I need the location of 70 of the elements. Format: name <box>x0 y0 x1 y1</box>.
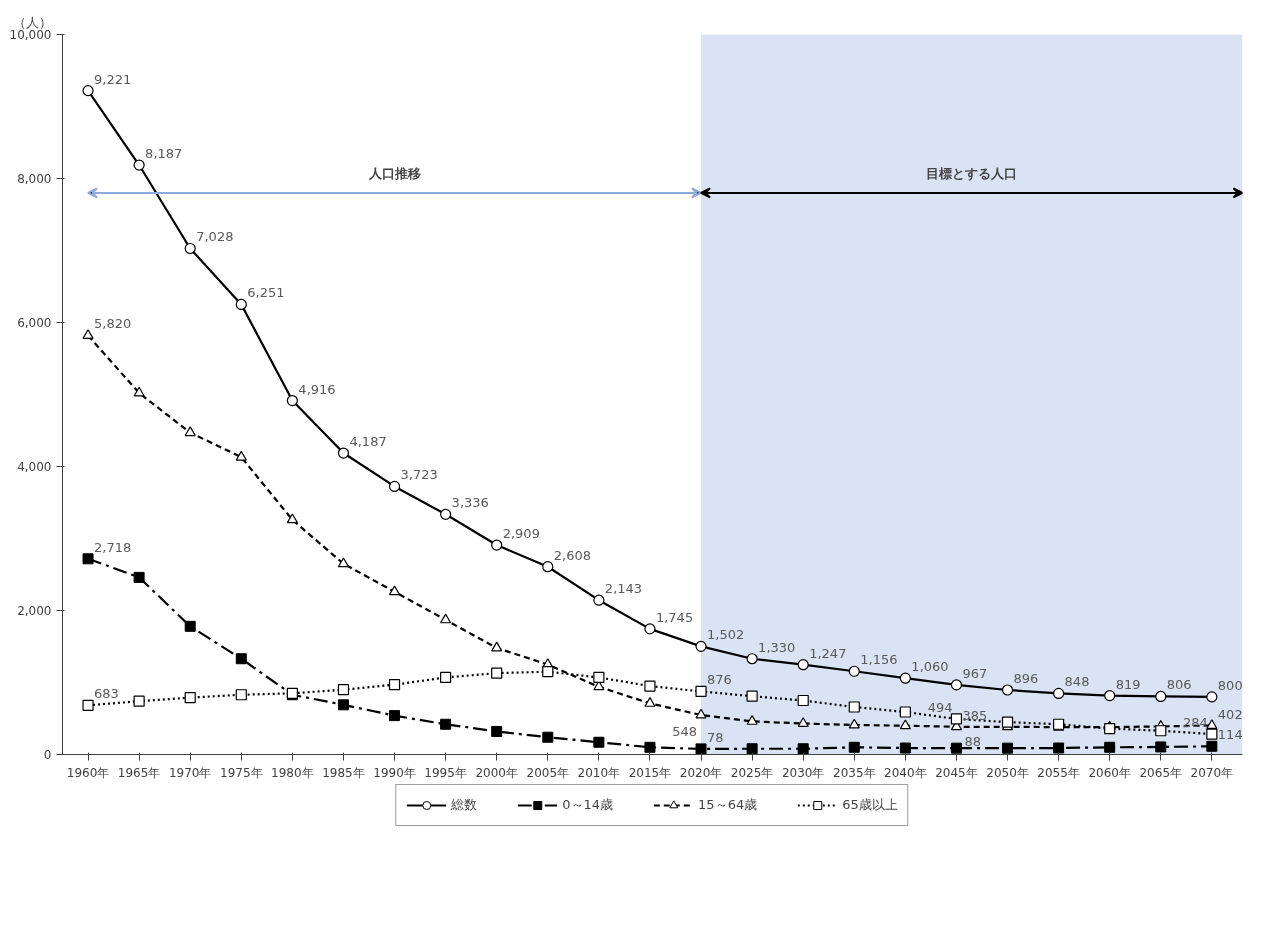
y-tick-label: 0 <box>43 748 52 762</box>
data-label: 494 <box>927 699 953 715</box>
x-tick-label: 2000年 <box>475 765 518 780</box>
legend-label: 15～64歳 <box>698 796 758 814</box>
data-label: 806 <box>1166 677 1192 693</box>
data-label: 876 <box>707 672 732 688</box>
data-label: 819 <box>1115 676 1141 692</box>
x-tick-label: 1970年 <box>168 765 212 780</box>
data-label: 4,187 <box>349 434 387 450</box>
x-tick-label: 2020年 <box>679 765 723 780</box>
data-label: 3,336 <box>451 495 489 511</box>
data-label: 800 <box>1217 677 1243 693</box>
data-label: 896 <box>1013 670 1039 686</box>
x-tick-label: 2060年 <box>1088 765 1131 780</box>
y-axis-title: （人） <box>12 14 52 30</box>
x-tick-label: 2035年 <box>833 765 876 780</box>
y-tick-label: 2,000 <box>17 604 52 618</box>
data-label: 4,916 <box>298 381 336 397</box>
x-tick-label: 1990年 <box>373 765 416 780</box>
x-tick-label: 1980年 <box>271 765 314 780</box>
data-label: 2,909 <box>502 526 540 542</box>
y-tick-label: 10,000 <box>9 28 52 42</box>
data-label: 88 <box>964 734 981 750</box>
data-label: 385 <box>962 707 988 723</box>
data-label: 683 <box>94 686 119 702</box>
data-label: 3,723 <box>400 467 438 483</box>
x-tick-label: 2010年 <box>577 765 621 780</box>
x-tick-label: 1965年 <box>117 765 161 780</box>
x-tick-label: 2045年 <box>935 765 978 780</box>
annotation: 人口推移 <box>367 165 421 181</box>
x-tick-label: 2050年 <box>986 765 1029 780</box>
x-tick-label: 2070年 <box>1190 765 1234 780</box>
legend-label: 総数 <box>451 796 478 814</box>
data-label: 2,718 <box>94 539 132 555</box>
data-label: 967 <box>962 665 988 681</box>
legend-label: 65歳以上 <box>842 796 898 814</box>
x-tick-label: 2030年 <box>781 765 825 780</box>
annotation: 目標とする人口 <box>926 165 1018 181</box>
data-label: 548 <box>672 724 698 740</box>
data-label: 1,745 <box>655 609 694 625</box>
data-label: 7,028 <box>196 229 234 245</box>
data-label: 78 <box>707 729 724 745</box>
data-label: 1,330 <box>758 639 796 655</box>
data-label: 5,820 <box>94 316 132 332</box>
data-label: 1,247 <box>809 645 847 661</box>
x-tick-label: 2015年 <box>628 765 672 780</box>
x-tick-label: 2040年 <box>884 765 927 780</box>
x-tick-label: 2025年 <box>730 765 774 780</box>
y-tick-label: 4,000 <box>17 460 52 474</box>
x-tick-label: 1960年 <box>66 765 110 780</box>
data-label: 114 <box>1217 727 1243 743</box>
x-tick-label: 1995年 <box>424 765 467 780</box>
legend-label: 0～14歳 <box>562 796 614 814</box>
data-label: 402 <box>1217 706 1243 722</box>
data-label: 2,608 <box>553 547 591 563</box>
data-label: 8,187 <box>145 146 183 162</box>
data-label: 848 <box>1064 674 1090 690</box>
data-label: 6,251 <box>247 285 285 301</box>
x-tick-label: 1985年 <box>322 765 365 780</box>
y-tick-label: 8,000 <box>17 172 52 186</box>
data-label: 1,156 <box>860 652 898 668</box>
data-label: 2,143 <box>604 581 643 597</box>
data-label: 1,060 <box>911 659 949 675</box>
data-label: 1,502 <box>707 627 745 643</box>
x-tick-label: 2005年 <box>526 765 570 780</box>
data-label: 9,221 <box>94 71 132 87</box>
y-tick-label: 6,000 <box>17 316 52 330</box>
x-tick-label: 2055年 <box>1037 765 1080 780</box>
x-tick-label: 1975年 <box>220 765 263 780</box>
x-tick-label: 2065年 <box>1139 765 1183 780</box>
